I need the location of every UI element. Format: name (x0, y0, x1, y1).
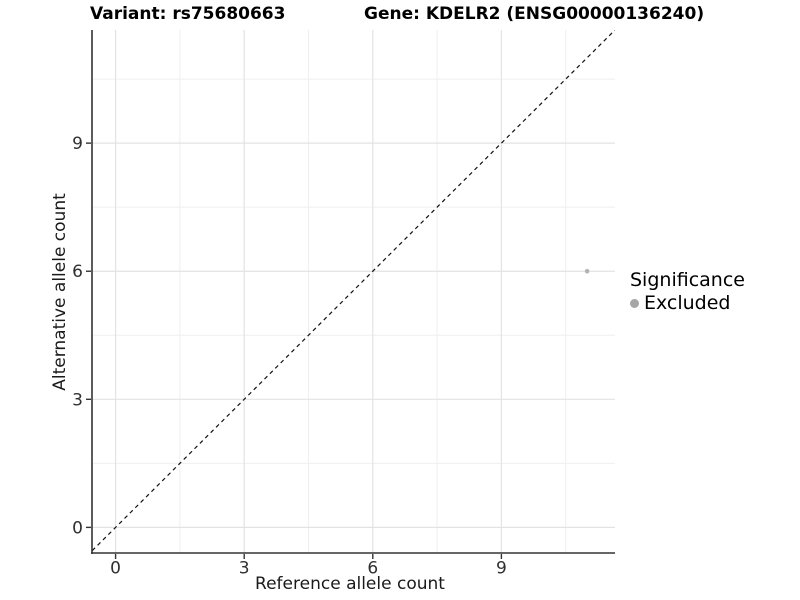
x-tick-label: 9 (496, 559, 507, 579)
identity-line (92, 30, 615, 552)
x-tick-label: 0 (110, 559, 121, 579)
y-axis-label: Alternative allele count (50, 193, 70, 391)
excluded-point-icon (630, 298, 639, 308)
x-tick-label: 3 (239, 559, 250, 579)
y-tick-label: 3 (72, 390, 83, 410)
x-tick-label: 6 (367, 559, 378, 579)
y-tick-label: 0 (72, 518, 83, 538)
gene-title: Gene: KDELR2 (ENSG00000136240) (364, 4, 705, 24)
legend-title: Significance (630, 269, 745, 291)
variant-title: Variant: rs75680663 (90, 4, 286, 24)
legend-item-label: Excluded (644, 292, 731, 314)
legend: Significance Excluded (630, 268, 745, 314)
data-point (584, 268, 590, 274)
y-tick-label: 6 (72, 262, 83, 282)
x-axis-label: Reference allele count (255, 574, 445, 594)
legend-item-excluded: Excluded (630, 292, 745, 314)
y-tick-label: 9 (72, 134, 83, 154)
